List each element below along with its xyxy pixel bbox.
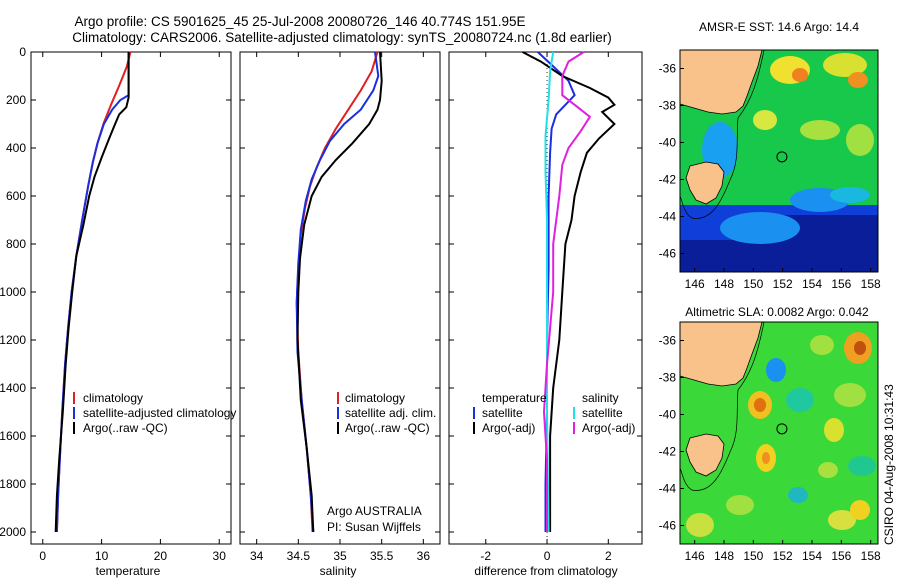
difference-legend-temp-satellite: satellite bbox=[482, 406, 523, 420]
depth-tick-label-2: 400 bbox=[6, 141, 26, 155]
salinity-axes-box bbox=[239, 51, 441, 545]
temperature-legend-argo: Argo(..raw -QC) bbox=[83, 421, 168, 435]
difference-legend-temp-argo: Argo(-adj) bbox=[482, 421, 535, 435]
sla-coastline-mainland bbox=[680, 322, 763, 387]
sla-map-ytick-label-3: -42 bbox=[659, 445, 677, 459]
depth-tick-label-7: 1400 bbox=[0, 381, 26, 395]
sst-coastline-tasmania bbox=[685, 161, 725, 205]
depth-tick-label-0: 0 bbox=[19, 45, 26, 59]
sla-map-ytick-label-2: -40 bbox=[659, 408, 677, 422]
salinity-xtick-label-0: 34 bbox=[250, 549, 264, 563]
salinity-legend-argo: Argo(..raw -QC) bbox=[345, 421, 430, 435]
sla-map-ytick-label-1: -38 bbox=[659, 371, 677, 385]
salinity-xtick-label-1: 34.5 bbox=[287, 549, 311, 563]
argo-australia-label: Argo AUSTRALIA bbox=[327, 504, 422, 518]
depth-tick-label-1: 200 bbox=[6, 93, 26, 107]
temperature-axes-box bbox=[30, 51, 232, 545]
difference-legend: temperature satellite Argo(-adj) salinit… bbox=[473, 391, 635, 435]
salinity-legend-climatology: climatology bbox=[345, 391, 405, 405]
title-line-2: Climatology: CARS2006. Satellite-adjuste… bbox=[72, 30, 612, 45]
sla-map-xtick-label-6: 158 bbox=[861, 549, 881, 563]
sla-coastline-tasmania bbox=[685, 433, 725, 477]
difference-xlabel: difference from climatology bbox=[474, 564, 617, 578]
temperature-panel: 0 10 20 30 0 200 400 600 800 1000 1200 1400 1600 180… bbox=[0, 45, 236, 578]
sla-shelf-contour bbox=[680, 322, 765, 491]
temperature-legend-climatology: climatology bbox=[83, 391, 143, 405]
sst-map-xtick-label-6: 158 bbox=[861, 277, 881, 291]
sla-map-xtick-label-0: 146 bbox=[685, 549, 705, 563]
temperature-series-2 bbox=[54, 52, 130, 533]
sla-map-title: Altimetric SLA: 0.0082 Argo: 0.042 bbox=[685, 305, 869, 319]
difference-series-1 bbox=[522, 51, 616, 532]
sst-map-xtick-label-1: 148 bbox=[714, 277, 734, 291]
sst-map-ytick-label-4: -44 bbox=[659, 210, 677, 224]
sla-field bbox=[686, 332, 876, 537]
sla-argo-marker bbox=[776, 423, 788, 435]
sst-map-ytick-label-1: -38 bbox=[659, 99, 677, 113]
temperature-xlabel: temperature bbox=[96, 564, 161, 578]
sst-map-xtick-label-0: 146 bbox=[685, 277, 705, 291]
salinity-xlabel: salinity bbox=[320, 564, 357, 578]
sla-map-ytick-label-5: -46 bbox=[659, 519, 677, 533]
sst-map-ytick-label-0: -36 bbox=[659, 62, 677, 76]
sla-map-xtick-label-1: 148 bbox=[714, 549, 734, 563]
sst-shelf-contour bbox=[680, 50, 765, 219]
sla-map-panel: Altimetric SLA: 0.0082 Argo: 0.042 bbox=[659, 305, 881, 563]
salinity-legend-satellite: satellite adj. clim. bbox=[345, 406, 436, 420]
temperature-legend-satellite: satellite-adjusted climatology bbox=[83, 406, 236, 420]
sst-map-xtick-label-5: 156 bbox=[831, 277, 851, 291]
sst-map-xtick-label-3: 152 bbox=[773, 277, 793, 291]
sst-field bbox=[680, 53, 878, 272]
depth-tick-label-3: 600 bbox=[6, 189, 26, 203]
sla-map-ytick-label-4: -44 bbox=[659, 482, 677, 496]
difference-xtick-label-0: -2 bbox=[480, 549, 491, 563]
sla-map-xtick-label-4: 154 bbox=[802, 549, 822, 563]
depth-tick-label-6: 1200 bbox=[0, 333, 26, 347]
difference-series-3 bbox=[542, 51, 592, 532]
title-line-1: Argo profile: CS 5901625_45 25-Jul-2008 … bbox=[74, 14, 525, 29]
sla-map-frame bbox=[679, 321, 879, 545]
depth-tick-label-4: 800 bbox=[6, 237, 26, 251]
difference-legend-salinity-title: salinity bbox=[582, 391, 619, 405]
salinity-legend: climatology satellite adj. clim. Argo(..… bbox=[337, 391, 436, 435]
pi-label: PI: Susan Wijffels bbox=[327, 520, 421, 534]
salinity-panel: 34 34.5 35 35.5 36 salinity climatology sate… bbox=[239, 51, 441, 578]
sst-map-xtick-label-2: 150 bbox=[743, 277, 763, 291]
sst-coastline-mainland bbox=[680, 50, 763, 115]
difference-xtick-label-2: 2 bbox=[605, 549, 612, 563]
difference-legend-sal-satellite: satellite bbox=[582, 406, 623, 420]
sst-map-ytick-label-2: -40 bbox=[659, 136, 677, 150]
depth-tick-label-8: 1600 bbox=[0, 429, 26, 443]
sla-map-xtick-label-3: 152 bbox=[773, 549, 793, 563]
salinity-series-2 bbox=[296, 51, 383, 533]
temperature-legend: climatology satellite-adjusted climatolo… bbox=[73, 391, 236, 435]
salinity-xtick-label-4: 36 bbox=[417, 549, 431, 563]
sla-map-xtick-label-5: 156 bbox=[831, 549, 851, 563]
difference-legend-sal-argo: Argo(-adj) bbox=[582, 421, 635, 435]
sla-map-ytick-label-0: -36 bbox=[659, 334, 677, 348]
sst-argo-marker bbox=[776, 151, 788, 163]
difference-xtick-label-1: 0 bbox=[544, 549, 551, 563]
temperature-xtick-label-3: 30 bbox=[213, 549, 227, 563]
difference-panel: -2 0 2 difference from climatology tempera… bbox=[448, 51, 643, 578]
sst-map-ytick-label-3: -42 bbox=[659, 173, 677, 187]
difference-legend-temperature-title: temperature bbox=[482, 391, 547, 405]
temperature-xtick-label-0: 0 bbox=[39, 549, 46, 563]
credit-label: CSIRO 04-Aug-2008 10:31:43 bbox=[882, 384, 896, 545]
sst-map-panel: AMSR-E SST: 14.6 Argo: 14.4 bbox=[659, 20, 881, 291]
depth-tick-label-9: 1800 bbox=[0, 477, 26, 491]
sst-map-frame bbox=[679, 49, 879, 273]
sst-map-xtick-label-4: 154 bbox=[802, 277, 822, 291]
salinity-xtick-label-3: 35.5 bbox=[370, 549, 394, 563]
depth-tick-label-10: 2000 bbox=[0, 525, 26, 539]
temperature-xtick-label-2: 20 bbox=[154, 549, 168, 563]
sst-map-ytick-label-5: -46 bbox=[659, 247, 677, 261]
sla-map-xtick-label-2: 150 bbox=[743, 549, 763, 563]
temperature-xtick-label-1: 10 bbox=[95, 549, 109, 563]
salinity-xtick-label-2: 35 bbox=[333, 549, 347, 563]
sst-map-title: AMSR-E SST: 14.6 Argo: 14.4 bbox=[699, 20, 859, 34]
depth-tick-label-5: 1000 bbox=[0, 285, 26, 299]
